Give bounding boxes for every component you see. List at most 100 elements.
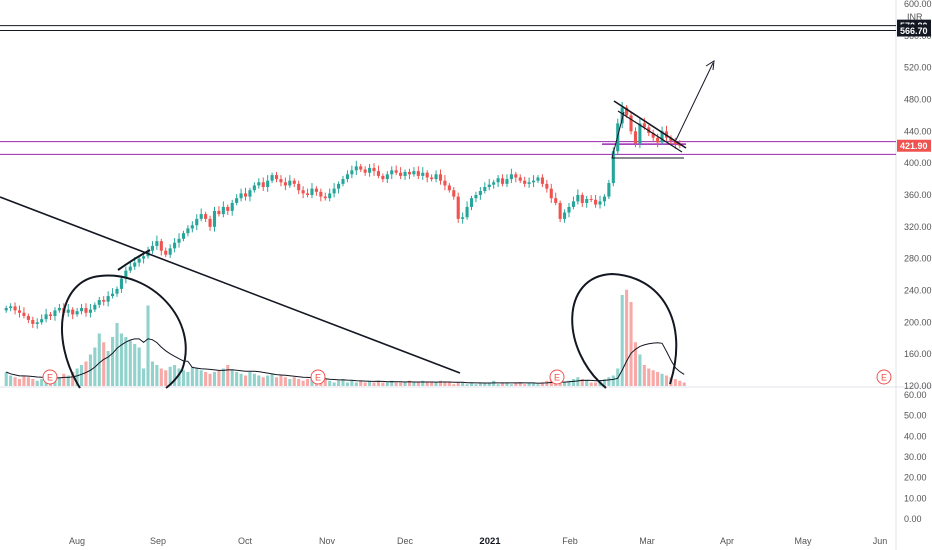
candle-body	[288, 180, 292, 186]
trendline	[0, 196, 461, 374]
volume-bar	[531, 382, 536, 386]
volume-bar	[536, 384, 540, 386]
candle-body	[412, 171, 416, 175]
candle-body	[438, 174, 443, 181]
volume-tick-label: 60.00	[904, 390, 927, 400]
candle-body	[292, 180, 296, 184]
volume-bar	[407, 380, 412, 386]
candle-body	[563, 212, 567, 219]
wedge-lower-line	[617, 110, 683, 153]
candle-body	[119, 278, 123, 289]
volume-bar	[625, 289, 629, 386]
candle-body	[523, 180, 527, 184]
volume-bar	[26, 377, 30, 386]
candle-body	[359, 166, 363, 170]
volume-bar	[461, 382, 465, 386]
candle-body	[430, 177, 434, 180]
volume-circle-right	[571, 272, 678, 389]
candle-body	[585, 198, 589, 203]
volume-tick-label: 10.00	[904, 493, 927, 503]
wedge-upper-line	[613, 100, 687, 149]
price-tick-label: 200.00	[904, 317, 932, 327]
volume-moving-average	[6, 338, 685, 384]
price-tick-label: 520.00	[904, 63, 932, 73]
volume-bar	[337, 380, 341, 386]
volume-bar	[602, 379, 607, 386]
volume-bar	[261, 377, 265, 386]
projection-arrowhead	[705, 60, 715, 71]
candle-body	[651, 132, 655, 138]
volume-circle-left	[61, 274, 187, 389]
volume-bar	[638, 354, 642, 386]
volume-bar	[305, 379, 310, 386]
candle-body	[372, 167, 376, 172]
volume-bar	[102, 342, 106, 386]
time-axis: Aug Sep Oct Nov Dec 2021 Feb Mar Apr May Jun	[69, 536, 887, 547]
candle-body	[642, 123, 646, 128]
candle-body	[505, 179, 509, 184]
volume-bar	[500, 382, 505, 386]
candle-body	[376, 171, 381, 176]
volume-bar	[505, 382, 509, 386]
candle-body	[483, 187, 487, 192]
support-zone	[0, 25, 896, 155]
volume-bar	[97, 333, 101, 386]
candle-body	[164, 250, 168, 255]
volume-bar	[594, 382, 598, 386]
candle-body	[602, 196, 607, 202]
time-tick-label: Oct	[238, 536, 253, 546]
candle-body	[500, 178, 505, 184]
candle-body	[531, 180, 536, 183]
candle-body	[133, 262, 137, 267]
volume-bar	[563, 382, 567, 386]
candle-body	[226, 206, 230, 211]
candle-body	[567, 206, 571, 213]
candle-body	[341, 179, 345, 184]
volume-bar	[57, 377, 61, 386]
candle-body	[79, 308, 84, 312]
candle-body	[673, 140, 677, 145]
candle-body	[221, 206, 225, 215]
volume-bar	[363, 382, 367, 386]
volume-bar	[328, 380, 332, 386]
volume-bar	[190, 366, 194, 386]
candle-body	[190, 225, 194, 229]
volume-bar	[385, 382, 389, 386]
candle-body	[181, 233, 186, 239]
candle-body	[434, 174, 438, 180]
volume-bar	[40, 379, 44, 386]
candle-body	[208, 218, 212, 227]
volume-bar	[221, 368, 225, 386]
candle-body	[571, 201, 575, 207]
candle-body	[40, 319, 44, 323]
candle-body	[611, 151, 615, 184]
volume-bar	[155, 365, 159, 386]
earnings-marker-label: E	[881, 373, 887, 383]
candle-body	[279, 179, 283, 183]
candle-body	[576, 195, 580, 202]
volume-bar	[297, 379, 301, 386]
volume-bar	[651, 370, 655, 386]
candle-body	[461, 217, 465, 219]
volume-bar	[434, 382, 438, 386]
candle-body	[204, 214, 208, 219]
candle-body	[137, 258, 141, 263]
volume-bar	[443, 382, 447, 386]
volume-bar	[235, 372, 239, 386]
volume-bar	[629, 302, 633, 386]
candle-body	[150, 245, 155, 251]
candle-body	[443, 180, 447, 186]
volume-bar	[647, 368, 651, 386]
candle-body	[536, 177, 540, 181]
candle-body	[407, 171, 412, 175]
candle-body	[660, 131, 664, 143]
candle-body	[390, 170, 394, 175]
time-tick-label: Nov	[319, 536, 336, 546]
candle-body	[283, 182, 287, 186]
volume-bar	[22, 375, 26, 386]
volume-bar	[283, 377, 287, 386]
candle-body	[106, 296, 110, 302]
candle-body	[71, 309, 75, 315]
